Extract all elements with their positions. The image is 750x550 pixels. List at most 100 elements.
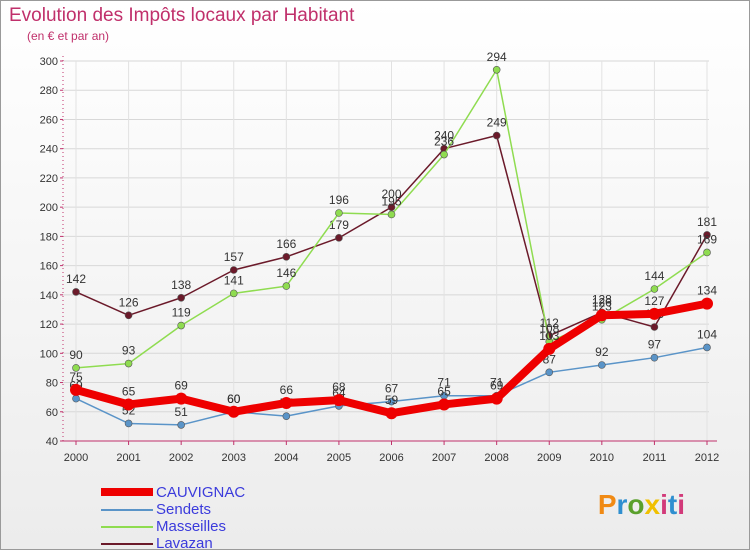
legend-label-cauvignac: CAUVIGNAC — [156, 484, 246, 501]
x-tick-label-2010: 2010 — [590, 452, 614, 464]
chart-subtitle: (en € et par an) — [27, 29, 110, 43]
point-sendets-2002 — [177, 421, 185, 429]
x-tick-label-2011: 2011 — [643, 452, 667, 464]
point-lavazan-2000 — [72, 288, 80, 296]
data-label-cauvignac-2001: 65 — [122, 384, 136, 398]
y-tick-label-200: 200 — [40, 202, 58, 214]
x-tick-label-2007: 2007 — [432, 452, 456, 464]
point-lavazan-2001 — [124, 311, 133, 320]
legend-label-lavazan: Lavazan — [156, 535, 213, 550]
x-tick-label-2003: 2003 — [222, 452, 246, 464]
legend-swatch-masseilles — [101, 526, 153, 528]
legend-swatch-lavazan — [101, 543, 153, 545]
point-cauvignac-2010 — [595, 309, 608, 322]
data-label-cauvignac-2012: 134 — [697, 284, 717, 298]
point-cauvignac-2007 — [438, 398, 451, 411]
point-sendets-2010 — [598, 361, 606, 369]
data-label-lavazan-2012: 181 — [697, 215, 717, 229]
point-cauvignac-2009 — [543, 342, 556, 355]
y-tick-label-160: 160 — [40, 261, 58, 273]
data-label-lavazan-2002: 138 — [171, 278, 191, 292]
data-label-lavazan-2007: 240 — [434, 129, 454, 143]
y-tick-label-140: 140 — [40, 290, 58, 302]
x-tick-label-2002: 2002 — [169, 452, 193, 464]
point-lavazan-2012 — [703, 231, 711, 239]
point-cauvignac-2005 — [332, 394, 345, 407]
data-label-cauvignac-2011: 127 — [644, 294, 664, 308]
point-cauvignac-2011 — [648, 307, 661, 320]
data-label-sendets-2010: 92 — [595, 345, 609, 359]
data-label-cauvignac-2009: 103 — [539, 329, 559, 343]
y-tick-label-280: 280 — [40, 85, 58, 97]
data-label-masseilles-2003: 141 — [224, 273, 244, 287]
x-tick-label-2008: 2008 — [484, 452, 508, 464]
x-tick-label-2004: 2004 — [274, 452, 298, 464]
legend-label-sendets: Sendets — [156, 501, 212, 518]
data-label-masseilles-2001: 93 — [122, 344, 136, 358]
data-label-masseilles-2010: 123 — [592, 300, 612, 314]
point-cauvignac-2008 — [490, 392, 503, 405]
data-label-cauvignac-2004: 66 — [280, 383, 294, 397]
data-label-lavazan-2006: 200 — [381, 187, 401, 201]
point-lavazan-2005 — [335, 234, 343, 242]
data-label-cauvignac-2000: 75 — [69, 370, 83, 384]
point-cauvignac-2012 — [701, 297, 713, 310]
data-label-sendets-2011: 97 — [648, 338, 662, 352]
point-lavazan-2011 — [650, 323, 659, 331]
point-sendets-2011 — [650, 353, 659, 362]
point-masseilles-2007 — [440, 150, 448, 159]
data-label-masseilles-2000: 90 — [69, 348, 83, 362]
point-masseilles-2011 — [650, 285, 659, 293]
point-cauvignac-2006 — [385, 407, 398, 420]
proxiti-logo: Proxiti — [597, 489, 685, 520]
point-sendets-2006 — [387, 397, 396, 406]
y-tick-label-240: 240 — [40, 144, 58, 156]
y-tick-label-260: 260 — [40, 114, 58, 126]
data-label-lavazan-2008: 249 — [487, 116, 507, 130]
point-sendets-2012 — [703, 343, 711, 352]
y-tick-label-100: 100 — [40, 348, 58, 360]
y-tick-label-80: 80 — [46, 378, 58, 390]
point-cauvignac-2003 — [227, 405, 240, 418]
data-label-sendets-2007: 71 — [437, 376, 451, 390]
point-masseilles-2002 — [177, 321, 185, 330]
data-label-lavazan-2010: 128 — [592, 292, 612, 306]
data-label-cauvignac-2002: 69 — [174, 379, 188, 393]
x-tick-label-2006: 2006 — [379, 452, 403, 464]
point-masseilles-2006 — [387, 210, 396, 219]
data-label-masseilles-2004: 146 — [276, 266, 296, 280]
point-sendets-2009 — [545, 368, 554, 377]
data-label-masseilles-2006: 195 — [381, 194, 401, 208]
y-tick-label-300: 300 — [40, 56, 58, 68]
legend-item-lavazan: Lavazan — [101, 535, 341, 550]
point-lavazan-2004 — [282, 253, 291, 261]
data-label-cauvignac-2006: 59 — [385, 393, 399, 407]
data-label-cauvignac-2010: 126 — [592, 295, 612, 309]
data-label-lavazan-2005: 179 — [329, 218, 349, 232]
data-label-masseilles-2012: 169 — [697, 232, 717, 246]
x-tick-label-2009: 2009 — [537, 452, 561, 464]
point-masseilles-2004 — [282, 282, 291, 290]
data-label-cauvignac-2008: 69 — [490, 379, 504, 393]
legend: CAUVIGNAC Sendets Masseilles Lavazan — [101, 484, 341, 550]
data-label-cauvignac-2007: 65 — [437, 384, 451, 398]
y-tick-label-180: 180 — [40, 231, 58, 243]
point-sendets-2000 — [72, 394, 80, 403]
legend-swatch-sendets — [101, 509, 153, 511]
point-cauvignac-2002 — [175, 392, 188, 405]
data-label-cauvignac-2003: 60 — [227, 392, 241, 406]
x-tick-label-2005: 2005 — [327, 452, 351, 464]
point-cauvignac-2000 — [70, 383, 82, 396]
data-label-masseilles-2008: 294 — [487, 50, 507, 64]
y-tick-label-120: 120 — [40, 319, 58, 331]
x-tick-label-2000: 2000 — [64, 452, 88, 464]
point-masseilles-2003 — [229, 289, 238, 298]
data-label-masseilles-2011: 144 — [644, 269, 664, 283]
data-label-masseilles-2007: 236 — [434, 135, 454, 149]
point-masseilles-2005 — [335, 209, 343, 217]
point-masseilles-2008 — [492, 65, 501, 74]
y-tick-label-40: 40 — [46, 436, 58, 448]
legend-label-masseilles: Masseilles — [156, 518, 227, 535]
x-tick-label-2012: 2012 — [695, 452, 719, 464]
